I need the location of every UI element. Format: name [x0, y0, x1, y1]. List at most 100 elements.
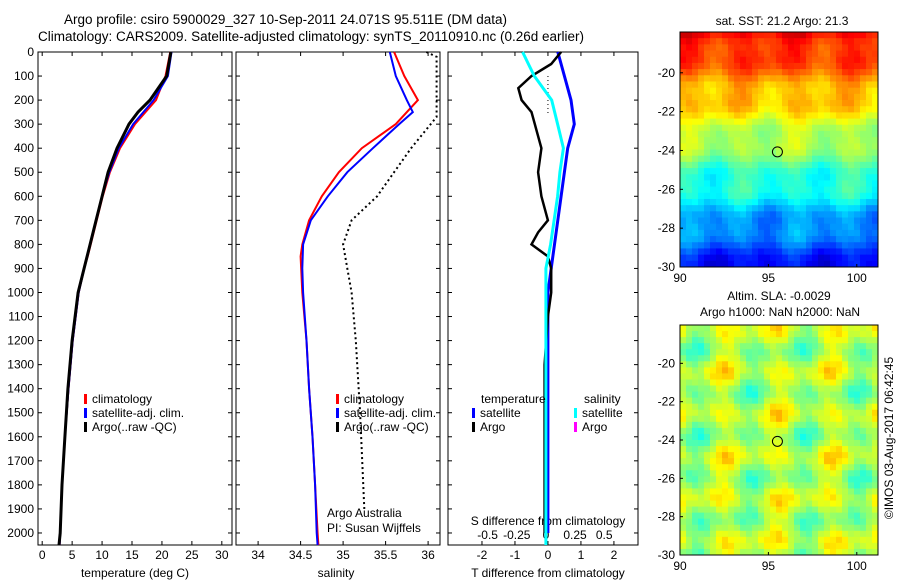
map-cell — [872, 174, 879, 181]
map-cell — [812, 112, 819, 120]
map-cell — [710, 62, 717, 70]
map-cell — [686, 93, 693, 101]
map-cell — [854, 494, 861, 502]
map-cell — [836, 69, 843, 76]
map-cell — [740, 409, 747, 417]
map-cell — [758, 524, 765, 532]
map-cell — [716, 494, 723, 502]
map-cell — [794, 337, 801, 344]
map-cell — [776, 217, 783, 225]
map-cell — [812, 470, 819, 477]
map-cell — [698, 87, 705, 95]
map-cell — [704, 50, 711, 58]
map-cell — [692, 106, 699, 113]
map-cell — [830, 81, 837, 89]
map-cell — [770, 494, 777, 502]
map-cell — [818, 415, 825, 423]
map-cell — [680, 260, 687, 268]
map-cell — [824, 118, 831, 126]
map-cell — [782, 343, 789, 350]
map-cell — [836, 112, 843, 120]
map-cell — [794, 440, 801, 447]
map-cell — [794, 409, 801, 417]
map-cell — [734, 446, 741, 453]
map-cell — [752, 118, 759, 126]
map-cell — [686, 149, 693, 157]
map-cell — [776, 124, 783, 132]
map-cell — [800, 205, 807, 212]
map-cell — [758, 192, 765, 200]
map-cell — [836, 75, 843, 82]
map-cell — [800, 112, 807, 120]
map-cell — [764, 482, 771, 489]
map-cell — [872, 421, 879, 429]
map-cell — [866, 458, 873, 465]
map-cell — [854, 81, 861, 89]
map-cell — [764, 385, 771, 393]
map-cell — [680, 415, 687, 423]
map-cell — [776, 254, 783, 262]
map-cell — [818, 205, 825, 212]
map-cell — [722, 379, 729, 387]
map-cell — [686, 81, 693, 89]
y-tick-label: 1600 — [7, 430, 34, 444]
map-cell — [764, 470, 771, 477]
map-cell — [776, 198, 783, 206]
map-cell — [686, 229, 693, 237]
map-cell — [872, 161, 879, 169]
map-cell — [734, 458, 741, 465]
map-cell — [860, 211, 867, 219]
map-cell — [680, 186, 687, 194]
map-cell — [782, 421, 789, 429]
map-cell — [746, 349, 753, 356]
map-cell — [782, 337, 789, 344]
map-cell — [872, 50, 879, 58]
map-cell — [734, 124, 741, 132]
map-cell — [872, 87, 879, 95]
map-cell — [704, 236, 711, 243]
map-cell — [806, 385, 813, 393]
map-cell — [806, 373, 813, 380]
map-cell — [734, 62, 741, 70]
map-cell — [740, 56, 747, 64]
map-cell — [758, 180, 765, 188]
map-cell — [692, 81, 699, 89]
salinity-tick-label: 35 — [336, 548, 350, 562]
map-cell — [776, 476, 783, 483]
map-cell — [686, 248, 693, 256]
map-cell — [686, 112, 693, 120]
map-cell — [866, 403, 873, 411]
map-cell — [704, 248, 711, 256]
map-cell — [728, 223, 735, 231]
map-cell — [752, 397, 759, 405]
map-cell — [872, 433, 879, 441]
map-cell — [722, 427, 729, 435]
map-cell — [728, 325, 735, 332]
map-cell — [812, 87, 819, 95]
map-cell — [830, 464, 837, 471]
map-cell — [872, 254, 879, 262]
temperature-legend-0-label: climatology — [92, 392, 152, 406]
map-cell — [758, 349, 765, 356]
map-cell — [854, 161, 861, 169]
map-cell — [848, 143, 855, 150]
map-cell — [710, 349, 717, 356]
map-cell — [830, 112, 837, 120]
map-cell — [818, 488, 825, 495]
map-cell — [680, 254, 687, 262]
map-cell — [770, 548, 777, 556]
map-cell — [686, 548, 693, 556]
legend-s-argo-label: Argo — [582, 420, 608, 434]
map-cell — [794, 236, 801, 243]
map-cell — [782, 130, 789, 138]
map-cell — [680, 168, 687, 175]
map-cell — [716, 161, 723, 169]
map-cell — [800, 500, 807, 508]
map-cell — [692, 100, 699, 107]
map-cell — [872, 130, 879, 138]
map-cell — [812, 180, 819, 188]
map-cell — [758, 391, 765, 399]
map-cell — [788, 112, 795, 120]
map-cell — [806, 180, 813, 188]
map-cell — [722, 494, 729, 502]
